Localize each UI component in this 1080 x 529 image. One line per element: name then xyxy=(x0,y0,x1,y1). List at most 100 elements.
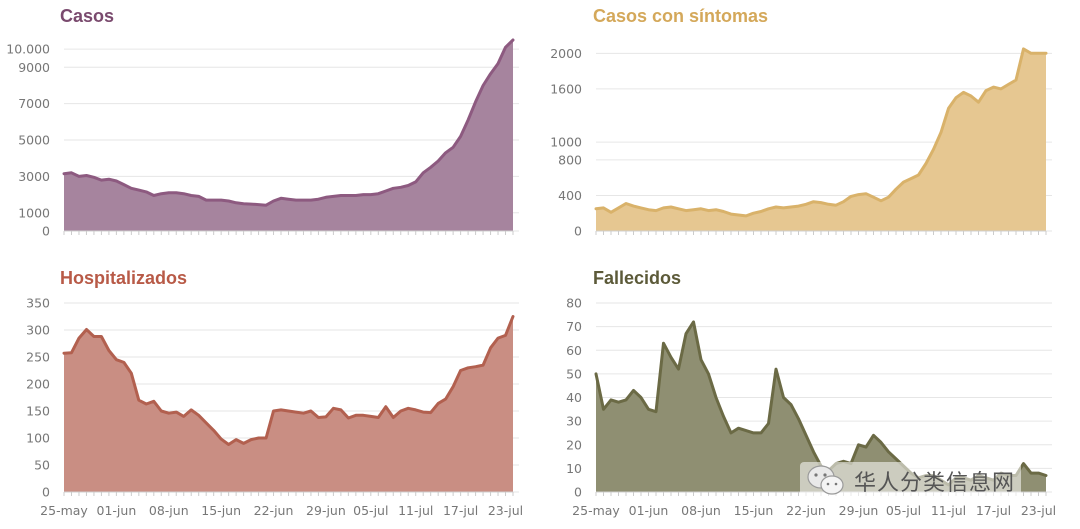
data-point-fallecidos xyxy=(857,444,859,446)
data-point-fallecidos xyxy=(1037,472,1039,474)
chart-casos: 0 1000 3000 5000 7000 9000 10.000 xyxy=(6,38,519,239)
data-point-sintomas xyxy=(820,201,822,203)
data-point-hospitalizados xyxy=(220,438,222,440)
data-point-casos xyxy=(235,202,237,204)
y-tick-label-fallecidos: 20 xyxy=(566,437,582,452)
series-line-sintomas xyxy=(594,47,1048,218)
data-point-hospitalizados xyxy=(78,337,80,339)
data-point-fallecidos xyxy=(730,432,732,434)
data-point-sintomas xyxy=(730,213,732,215)
data-point-hospitalizados xyxy=(459,369,461,371)
data-point-casos xyxy=(504,46,506,48)
data-point-fallecidos xyxy=(595,373,597,375)
data-point-hospitalizados xyxy=(108,349,110,351)
data-point-hospitalizados xyxy=(430,411,432,413)
data-point-hospitalizados xyxy=(63,352,65,354)
data-point-sintomas xyxy=(767,208,769,210)
data-point-casos xyxy=(145,191,147,193)
y-tick-label-hospitalizados: 350 xyxy=(26,296,50,311)
data-point-sintomas xyxy=(932,148,934,150)
data-point-sintomas xyxy=(782,207,784,209)
data-point-sintomas xyxy=(685,209,687,211)
x-tick-label-hospitalizados: 05-jul xyxy=(353,503,388,518)
data-point-fallecidos xyxy=(700,359,702,361)
data-point-fallecidos xyxy=(677,368,679,370)
data-point-hospitalizados xyxy=(377,416,379,418)
data-point-sintomas xyxy=(610,211,612,213)
data-point-sintomas xyxy=(1015,79,1017,81)
area-fill-hospitalizados xyxy=(64,316,513,492)
data-point-casos xyxy=(385,190,387,192)
data-point-hospitalizados xyxy=(287,410,289,412)
data-point-sintomas xyxy=(955,97,957,99)
data-point-sintomas xyxy=(662,207,664,209)
data-point-fallecidos xyxy=(737,427,739,429)
x-tick-label-hospitalizados: 25-may xyxy=(40,503,88,518)
area-fill-sintomas xyxy=(596,48,1046,232)
data-point-casos xyxy=(422,172,424,174)
data-point-sintomas xyxy=(970,95,972,97)
data-point-fallecidos xyxy=(640,396,642,398)
area-fill-casos xyxy=(64,40,513,231)
data-point-hospitalizados xyxy=(325,416,327,418)
data-point-casos xyxy=(444,152,446,154)
x-tick-label-fallecidos: 29-jun xyxy=(839,503,879,518)
data-point-sintomas xyxy=(775,206,777,208)
x-tick-label-hospitalizados: 11-jul xyxy=(398,503,433,518)
y-tick-label-casos: 3000 xyxy=(18,169,50,184)
data-point-casos xyxy=(512,39,514,41)
y-tick-label-fallecidos: 10 xyxy=(566,461,582,476)
data-point-casos xyxy=(415,181,417,183)
data-point-fallecidos xyxy=(602,408,604,410)
x-tick-label-fallecidos: 11-jul xyxy=(931,503,966,518)
y-tick-label-fallecidos: 0 xyxy=(574,485,582,500)
data-point-casos xyxy=(198,195,200,197)
data-point-sintomas xyxy=(700,208,702,210)
data-point-hospitalizados xyxy=(168,412,170,414)
y-tick-label-sintomas: 400 xyxy=(558,188,582,203)
x-tick-label-fallecidos: 15-jun xyxy=(734,503,774,518)
data-point-sintomas xyxy=(1045,52,1047,54)
data-point-sintomas xyxy=(715,209,717,211)
data-point-fallecidos xyxy=(707,373,709,375)
data-point-fallecidos xyxy=(1022,462,1024,464)
data-point-sintomas xyxy=(752,212,754,214)
data-point-casos xyxy=(100,179,102,181)
data-point-sintomas xyxy=(670,206,672,208)
data-point-hospitalizados xyxy=(257,437,259,439)
y-tick-label-casos: 9000 xyxy=(18,60,50,75)
area-fill-fallecidos xyxy=(596,321,1046,492)
data-point-casos xyxy=(452,146,454,148)
data-point-casos xyxy=(407,184,409,186)
data-point-fallecidos xyxy=(610,399,612,401)
data-point-fallecidos xyxy=(692,321,694,323)
x-tick-label-fallecidos: 17-jul xyxy=(976,503,1011,518)
data-point-fallecidos xyxy=(715,396,717,398)
data-point-casos xyxy=(400,186,402,188)
chart-sintomas: 0 400 800 1000 1600 2000 xyxy=(550,46,1052,239)
data-point-fallecidos xyxy=(670,356,672,358)
data-point-casos xyxy=(138,189,140,191)
data-point-fallecidos xyxy=(790,403,792,405)
data-point-sintomas xyxy=(910,177,912,179)
data-point-sintomas xyxy=(1030,52,1032,54)
data-point-casos xyxy=(78,175,80,177)
y-tick-label-fallecidos: 40 xyxy=(566,390,582,405)
y-tick-label-hospitalizados: 0 xyxy=(42,485,50,500)
data-point-hospitalizados xyxy=(489,347,491,349)
y-tick-label-sintomas: 0 xyxy=(574,224,582,239)
watermark-text: 华人分类信息网 xyxy=(854,471,1016,496)
data-point-hospitalizados xyxy=(392,416,394,418)
y-tick-label-fallecidos: 50 xyxy=(566,366,582,381)
x-tick-label-fallecidos: 22-jun xyxy=(786,503,826,518)
data-point-casos xyxy=(325,196,327,198)
data-point-hospitalizados xyxy=(175,411,177,413)
data-point-fallecidos xyxy=(647,408,649,410)
data-point-casos xyxy=(205,199,207,201)
data-point-casos xyxy=(497,62,499,64)
y-tick-label-hospitalizados: 250 xyxy=(26,350,50,365)
data-point-casos xyxy=(213,199,215,201)
data-point-fallecidos xyxy=(745,429,747,431)
data-point-sintomas xyxy=(805,203,807,205)
